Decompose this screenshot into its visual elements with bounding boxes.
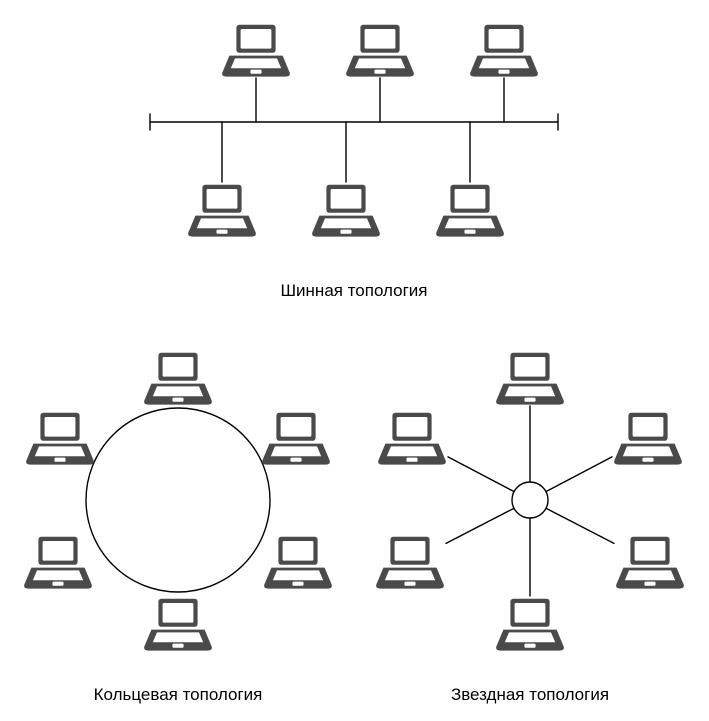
- bus-laptop-top-0: [222, 25, 290, 77]
- ring-laptop-3: [144, 599, 212, 651]
- star-laptop-3: [496, 599, 564, 651]
- ring-laptop-1: [262, 413, 330, 465]
- bus-laptop-bottom-2: [436, 185, 504, 237]
- ring-caption: Кольцевая топология: [94, 685, 263, 704]
- star-hub: [512, 482, 548, 518]
- ring-laptop-5: [26, 413, 94, 465]
- ring-laptop-0: [144, 353, 212, 405]
- star-spoke-5: [448, 457, 514, 492]
- ring-laptop-4: [24, 537, 92, 589]
- bus-caption: Шинная топология: [280, 281, 427, 300]
- bus-laptop-bottom-1: [312, 185, 380, 237]
- connection-lines: [86, 78, 614, 596]
- topology-diagram: Шинная топология Кольцевая топология Звезд…: [0, 0, 709, 721]
- bus-laptop-top-1: [346, 25, 414, 77]
- laptop-icons: [24, 25, 684, 651]
- star-spoke-2: [546, 508, 614, 543]
- star-laptop-4: [376, 537, 444, 589]
- star-spoke-4: [446, 508, 514, 543]
- star-spoke-1: [546, 457, 612, 492]
- star-laptop-0: [496, 353, 564, 405]
- bus-laptop-bottom-0: [188, 185, 256, 237]
- ring-circle: [86, 408, 270, 592]
- ring-laptop-2: [264, 537, 332, 589]
- star-laptop-5: [378, 413, 446, 465]
- star-laptop-1: [614, 413, 682, 465]
- star-laptop-2: [616, 537, 684, 589]
- bus-laptop-top-2: [470, 25, 538, 77]
- star-caption: Звездная топология: [451, 685, 609, 704]
